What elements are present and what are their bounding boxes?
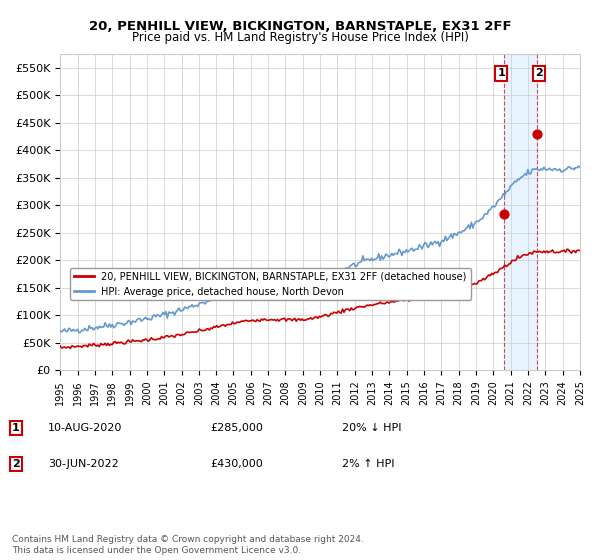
Text: £285,000: £285,000 — [210, 423, 263, 433]
Text: 1: 1 — [497, 68, 505, 78]
Text: 2: 2 — [535, 68, 543, 78]
Point — [499, 209, 509, 218]
Text: 10-AUG-2020: 10-AUG-2020 — [48, 423, 122, 433]
Text: £430,000: £430,000 — [210, 459, 263, 469]
Legend: 20, PENHILL VIEW, BICKINGTON, BARNSTAPLE, EX31 2FF (detached house), HPI: Averag: 20, PENHILL VIEW, BICKINGTON, BARNSTAPLE… — [70, 268, 470, 300]
Text: Price paid vs. HM Land Registry's House Price Index (HPI): Price paid vs. HM Land Registry's House … — [131, 31, 469, 44]
Bar — [504, 54, 536, 370]
Text: 20, PENHILL VIEW, BICKINGTON, BARNSTAPLE, EX31 2FF: 20, PENHILL VIEW, BICKINGTON, BARNSTAPLE… — [89, 20, 511, 32]
Text: This data is licensed under the Open Government Licence v3.0.: This data is licensed under the Open Gov… — [12, 546, 301, 555]
Text: 2% ↑ HPI: 2% ↑ HPI — [342, 459, 395, 469]
Text: 1: 1 — [12, 423, 20, 433]
Point — [532, 129, 541, 138]
Text: 20% ↓ HPI: 20% ↓ HPI — [342, 423, 401, 433]
Text: 30-JUN-2022: 30-JUN-2022 — [48, 459, 119, 469]
Text: Contains HM Land Registry data © Crown copyright and database right 2024.: Contains HM Land Registry data © Crown c… — [12, 535, 364, 544]
Text: 2: 2 — [12, 459, 20, 469]
